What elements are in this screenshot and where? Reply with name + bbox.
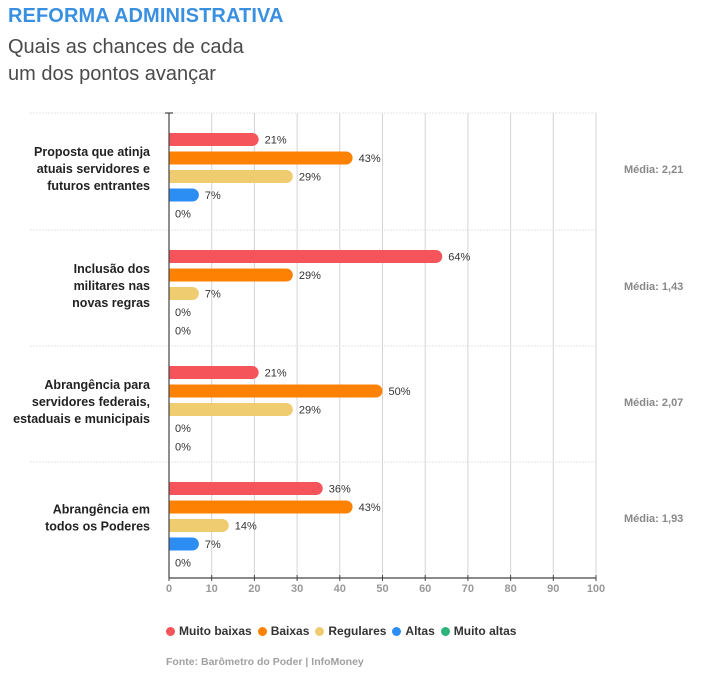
data-label: 43% [359,153,381,165]
legend-label: Regulares [328,624,387,638]
data-label: 0% [175,558,191,570]
x-tick-label: 10 [206,583,218,595]
bar-altas [169,537,199,551]
data-label: 64% [448,252,470,264]
bar-muito-baixas [169,482,323,495]
data-label: 7% [205,289,221,301]
bar-baixas [169,268,293,282]
average-label: Média: 2,21 [624,164,683,176]
legend-item-regulares[interactable]: Regulares [315,624,386,638]
category-label: servidores federais, [32,395,150,409]
legend-label: Baixas [270,624,310,638]
data-label: 29% [299,172,321,184]
category-label: estaduais e municipais [13,412,150,426]
bar-altas [169,188,199,202]
data-label: 29% [299,405,321,417]
data-label: 36% [329,484,351,496]
average-label: Média: 1,93 [624,513,683,525]
data-label: 7% [205,539,221,551]
category-label: todos os Poderes [45,520,150,534]
legend-dot-icon [257,626,267,636]
legend-dot-icon [166,626,175,636]
legend-label: Altas [405,624,435,638]
data-label: 0% [175,423,191,435]
category-label: Abrangência em [53,503,150,517]
legend-label: Muito baixas [179,624,252,638]
data-label: 14% [235,521,257,533]
bar-baixas [169,384,383,398]
data-label: 0% [175,209,191,221]
x-tick-label: 50 [376,583,388,595]
subtitle-line-2: um dos pontos avançar [8,63,216,85]
x-tick-label: 80 [504,583,516,595]
category-label: futuros entrantes [47,179,150,193]
legend-dot-icon [392,626,402,636]
data-label: 29% [299,270,321,282]
data-label: 7% [205,190,221,202]
source-note: Fonte: Barômetro do Poder | InfoMoney [166,656,364,668]
x-tick-label: 90 [547,583,559,595]
data-label: 21% [265,368,287,380]
chart-title: REFORMA ADMINISTRATIVA [8,5,284,27]
data-label: 0% [175,307,191,319]
average-label: Média: 2,07 [624,397,683,409]
bar-regulares [169,287,199,300]
data-label: 21% [265,135,287,147]
category-label: atuais servidores e [37,162,150,176]
legend: Muito baixas Baixas Regulares Altas Muit… [166,624,522,638]
average-label: Média: 1,43 [624,281,683,293]
legend-item-baixas[interactable]: Baixas [257,624,310,638]
chart-subtitle: Quais as chances de cada um dos pontos a… [8,34,328,88]
data-label: 0% [175,326,191,338]
category-label: militares nas [74,279,150,293]
category-label: novas regras [72,296,150,310]
bar-regulares [169,403,293,416]
x-tick-label: 40 [334,583,346,595]
legend-item-altas[interactable]: Altas [392,624,435,638]
legend-item-muito-altas[interactable]: Muito altas [440,624,517,638]
x-tick-label: 20 [248,583,260,595]
x-tick-label: 100 [587,583,605,595]
bar-baixas [169,500,353,514]
legend-dot-icon [315,626,325,636]
bar-muito-baixas [169,366,259,379]
bar-muito-baixas [169,250,443,263]
legend-label: Muito altas [453,624,517,638]
bar-regulares [169,170,293,183]
x-tick-label: 30 [291,583,303,595]
data-label: 0% [175,442,191,454]
subtitle-line-1: Quais as chances de cada [8,36,244,58]
data-label: 50% [389,386,411,398]
category-label: Abrangência para [44,378,151,392]
legend-item-muito-baixas[interactable]: Muito baixas [166,624,252,638]
bar-muito-baixas [169,133,259,146]
x-tick-label: 0 [166,583,172,595]
category-label: Inclusão dos [74,262,150,276]
x-tick-label: 70 [462,583,474,595]
data-label: 43% [359,502,381,514]
legend-dot-icon [440,626,450,636]
bar-regulares [169,519,229,532]
category-label: Proposta que atinja [34,145,151,159]
bar-baixas [169,151,353,165]
x-tick-label: 60 [419,583,431,595]
